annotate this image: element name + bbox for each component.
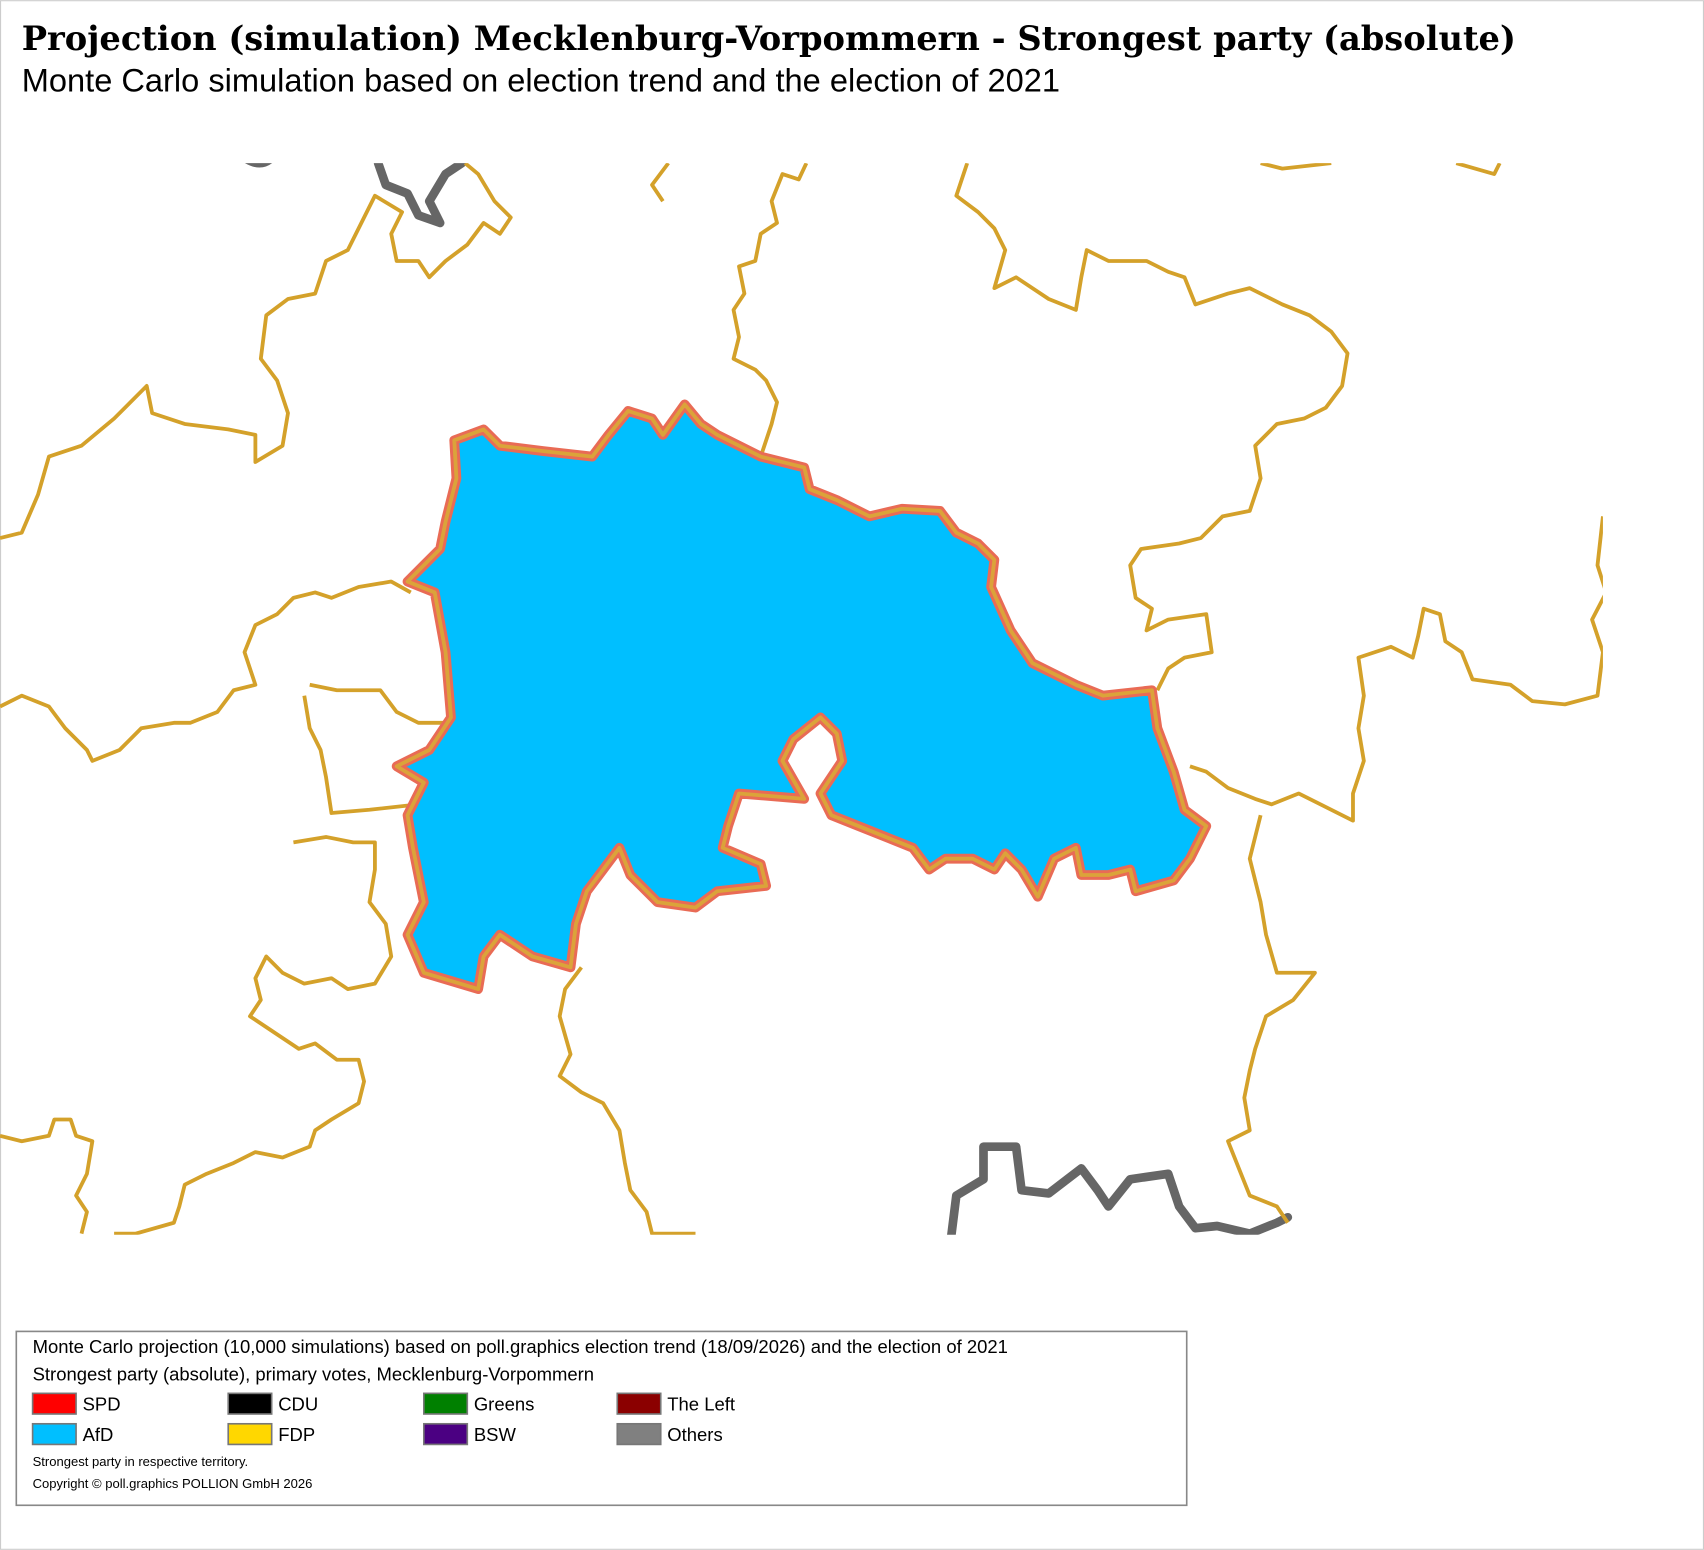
district-border	[1189, 516, 1603, 823]
district-border	[0, 579, 412, 763]
legend-label: Others	[667, 1424, 722, 1445]
legend-swatch	[227, 1392, 273, 1415]
state-border	[947, 1142, 1293, 1235]
legend-caption: Monte Carlo projection (10,000 simulatio…	[33, 1336, 1008, 1357]
highlighted-district	[391, 399, 1212, 994]
map	[0, 163, 1603, 1235]
district-border	[0, 163, 513, 540]
district-border	[1260, 163, 1502, 176]
legend-swatch	[423, 1422, 469, 1446]
legend-label: BSW	[474, 1424, 517, 1445]
legend-swatch	[616, 1392, 662, 1415]
legend-note: Copyright © poll.graphics POLLION GmbH 2…	[33, 1476, 313, 1491]
legend-swatch	[31, 1422, 77, 1446]
subtitle: Monte Carlo simulation based on election…	[22, 61, 1060, 98]
state-border	[245, 163, 467, 228]
legend-swatch	[616, 1422, 662, 1446]
district-border	[650, 163, 809, 458]
title: Projection (simulation) Mecklenburg-Vorp…	[22, 18, 1516, 58]
legend-swatch	[227, 1422, 273, 1446]
district-border	[557, 966, 696, 1235]
legend-swatch	[423, 1392, 469, 1415]
legend-box	[15, 1330, 1188, 1507]
legend-label: FDP	[278, 1424, 315, 1445]
district-border	[0, 1117, 95, 1235]
legend: Monte Carlo projection (10,000 simulatio…	[15, 1330, 1188, 1507]
district-border	[114, 682, 446, 1235]
district-border	[1226, 814, 1317, 1224]
legend-label: Greens	[474, 1394, 535, 1415]
legend-label: The Left	[667, 1394, 735, 1415]
legend-label: AfD	[83, 1424, 114, 1445]
legend-note: Strongest party in respective territory.	[33, 1454, 249, 1469]
district-border	[954, 163, 1350, 692]
legend-label: SPD	[83, 1394, 121, 1415]
legend-caption: Strongest party (absolute), primary vote…	[33, 1363, 594, 1384]
district-border	[394, 402, 1209, 991]
legend-swatch	[31, 1392, 77, 1415]
legend-label: CDU	[278, 1394, 318, 1415]
